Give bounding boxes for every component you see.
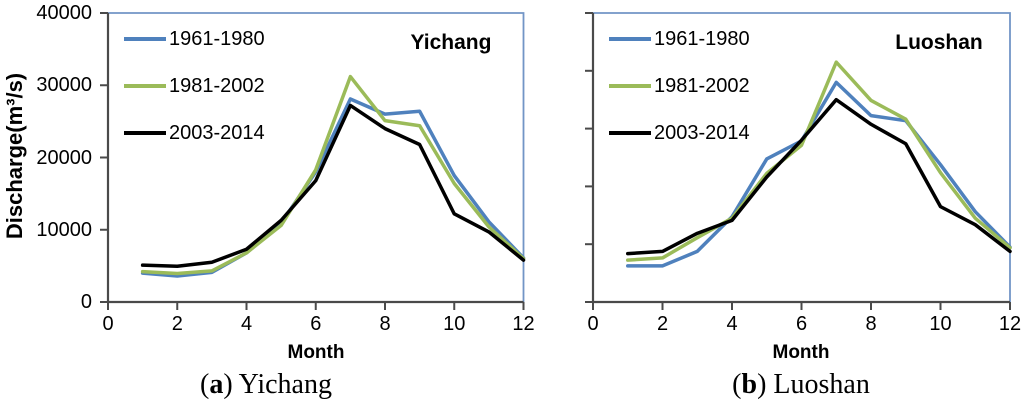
legend-label: 1981-2002 bbox=[654, 75, 750, 97]
plot-border bbox=[593, 12, 1011, 302]
legend-line-swatch bbox=[124, 84, 166, 88]
caption-yichang: (a) Yichang bbox=[200, 369, 332, 400]
series-line-1981-2002 bbox=[626, 60, 1012, 262]
y-tick-label: 10000 bbox=[36, 218, 92, 241]
plot-border bbox=[108, 12, 525, 302]
x-tick-label: 8 bbox=[379, 313, 391, 335]
x-tick-label: 4 bbox=[240, 313, 253, 335]
legend-label: 1961-1980 bbox=[169, 28, 265, 50]
x-tick-label: 6 bbox=[795, 313, 808, 335]
x-tick-label: 4 bbox=[726, 313, 738, 335]
legend-line-swatch bbox=[124, 131, 166, 135]
x-tick-label: 2 bbox=[171, 313, 183, 335]
x-tick-label: 12 bbox=[512, 313, 535, 335]
legend-line-swatch bbox=[609, 131, 651, 135]
legend-label: 2003-2014 bbox=[169, 122, 265, 144]
legend-line-swatch bbox=[124, 37, 166, 41]
x-tick-label: 12 bbox=[998, 313, 1022, 335]
legend-item-2003-2014: 2003-2014 bbox=[609, 120, 750, 146]
x-tick-label: 10 bbox=[929, 313, 952, 335]
x-tick-label: 6 bbox=[310, 313, 322, 335]
legend-line-swatch bbox=[609, 84, 651, 88]
x-tick-label: 2 bbox=[656, 313, 669, 335]
legend-item-1981-2002: 1981-2002 bbox=[609, 73, 750, 99]
legend-label: 2003-2014 bbox=[654, 122, 750, 144]
series-line-1981-2002 bbox=[140, 74, 526, 276]
series-line-2003-2014 bbox=[140, 103, 526, 268]
legend-label: 1961-1980 bbox=[654, 28, 750, 50]
legend-label: 1981-2002 bbox=[169, 75, 265, 97]
y-tick-label: 0 bbox=[80, 291, 92, 313]
x-tick-label: 0 bbox=[587, 313, 599, 335]
x-axis-title-yichang: Month bbox=[287, 342, 345, 363]
legend-item-1981-2002: 1981-2002 bbox=[124, 73, 265, 99]
series-line-1961-1980 bbox=[626, 80, 1012, 268]
chart-title-luoshan: Luoshan bbox=[895, 31, 983, 54]
y-tick-label: 40000 bbox=[36, 2, 92, 24]
caption-luoshan: (b) Luoshan bbox=[732, 369, 870, 400]
x-tick-label: 8 bbox=[865, 313, 877, 335]
chart-title-yichang: Yichang bbox=[410, 31, 492, 54]
legend-item-1961-1980: 1961-1980 bbox=[124, 26, 265, 52]
y-tick-label: 30000 bbox=[36, 74, 92, 97]
x-tick-label: 10 bbox=[443, 313, 466, 335]
legend-line-swatch bbox=[609, 37, 651, 41]
x-axis-title-luoshan: Month bbox=[772, 342, 830, 363]
series-line-2003-2014 bbox=[626, 97, 1012, 256]
y-tick-label: 20000 bbox=[36, 146, 92, 169]
x-tick-label: 0 bbox=[102, 313, 114, 335]
legend-item-2003-2014: 2003-2014 bbox=[124, 120, 265, 146]
legend-item-1961-1980: 1961-1980 bbox=[609, 26, 750, 52]
